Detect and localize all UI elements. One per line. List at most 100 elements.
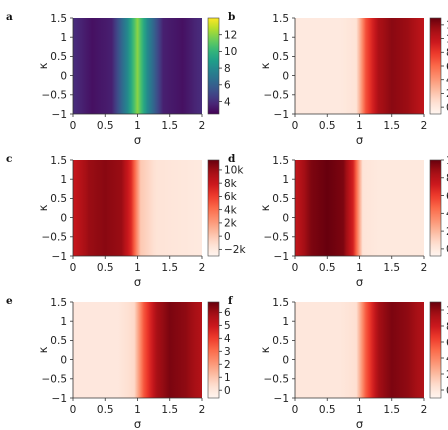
x-tick-label: 1 xyxy=(356,262,363,274)
x-tick-label: 0 xyxy=(70,404,77,416)
x-tick-label: 1.5 xyxy=(383,120,400,132)
colorbar-tick-label: 2k xyxy=(446,88,448,100)
y-tick-label: −0.5 xyxy=(42,374,68,386)
colorbar-tick-label: 8k xyxy=(446,47,448,59)
y-tick-label: −1 xyxy=(52,251,67,263)
colorbar-tick-label: 1 xyxy=(224,372,231,384)
x-tick-label: 0 xyxy=(292,262,299,274)
heatmap-c xyxy=(73,160,202,256)
y-tick-label: 0 xyxy=(60,212,67,224)
colorbar-tick-label: 6 xyxy=(224,80,231,92)
colorbar-tick-label: 2k xyxy=(224,218,238,230)
y-tick-label: 0.5 xyxy=(272,193,289,205)
x-axis-label: σ xyxy=(134,133,141,147)
x-tick-label: 0 xyxy=(70,120,77,132)
y-tick-label: −1 xyxy=(274,109,289,121)
y-tick-label: −1 xyxy=(274,393,289,405)
x-axis-label: σ xyxy=(356,417,363,430)
panel-label-c: c xyxy=(6,153,12,165)
colorbar-tick-label: 4k xyxy=(446,75,448,87)
y-tick-label: 1 xyxy=(60,32,67,44)
colorbar-tick-label: 4 xyxy=(224,96,231,108)
colorbar-tick-label: 400 xyxy=(446,353,448,365)
x-tick-label: 1.5 xyxy=(161,262,178,274)
colorbar-tick-label: 4k xyxy=(446,208,448,220)
y-tick-label: 1 xyxy=(282,174,289,186)
colorbar-tick-label: 2k xyxy=(446,226,448,238)
x-tick-label: 0.5 xyxy=(319,262,336,274)
colorbar-tick-label: 5 xyxy=(224,320,231,332)
heatmap-a xyxy=(73,18,202,114)
y-tick-label: 0 xyxy=(282,70,289,82)
y-tick-label: 0.5 xyxy=(50,335,67,347)
x-tick-label: 1 xyxy=(356,404,363,416)
y-tick-label: 0 xyxy=(282,354,289,366)
y-tick-label: 0.5 xyxy=(272,335,289,347)
x-tick-label: 1.5 xyxy=(383,404,400,416)
colorbar-tick-label: −2k xyxy=(224,244,246,256)
panel-f: f 0 0.5 1 1.5 2 −1 −0.5 0 0.5 1 1.5 σ κ 0 200 400 600 800 1… xyxy=(228,295,448,430)
colorbar-tick-label: 0 xyxy=(224,385,231,397)
y-tick-label: 0.5 xyxy=(50,193,67,205)
y-tick-label: 1.5 xyxy=(50,155,67,167)
x-axis-label: σ xyxy=(356,275,363,289)
y-tick-label: −0.5 xyxy=(264,90,290,102)
x-tick-label: 0.5 xyxy=(97,120,114,132)
y-tick-label: 0 xyxy=(282,212,289,224)
y-tick-label: −0.5 xyxy=(264,232,290,244)
x-tick-label: 1 xyxy=(356,120,363,132)
colorbar-tick-label: 1000 xyxy=(446,305,448,317)
colorbar-tick-label: 8 xyxy=(224,63,231,75)
x-tick-label: 0 xyxy=(292,404,299,416)
y-tick-label: −1 xyxy=(52,109,67,121)
y-tick-label: 0.5 xyxy=(50,51,67,63)
colorbar-tick-label: 10 xyxy=(224,46,237,58)
x-tick-label: 0.5 xyxy=(319,120,336,132)
colorbar-tick-label: 0 xyxy=(224,231,231,243)
colorbar-tick-label: 6 xyxy=(224,307,231,319)
y-axis-label: κ xyxy=(36,204,50,211)
colorbar-tick-label: 6k xyxy=(224,191,238,203)
x-tick-label: 0 xyxy=(70,262,77,274)
x-tick-label: 2 xyxy=(421,262,428,274)
colorbar-tick-label: 8k xyxy=(224,178,238,190)
panel-c: c0 0.5 1 1.5 2−1−0.500.511.5σκ−2k02k4k6k8k10… xyxy=(6,153,246,289)
colorbar-b xyxy=(429,17,442,115)
colorbar-tick-label: 600 xyxy=(446,337,448,349)
x-tick-label: 1.5 xyxy=(161,404,178,416)
y-tick-label: 1.5 xyxy=(272,13,289,25)
y-tick-label: −0.5 xyxy=(264,374,290,386)
heatmap-d xyxy=(295,160,424,256)
x-tick-label: 2 xyxy=(199,262,206,274)
x-axis-label: σ xyxy=(134,275,141,289)
y-tick-label: 1.5 xyxy=(272,297,289,309)
y-tick-label: 1.5 xyxy=(50,13,67,25)
panel-label-a: a xyxy=(6,11,13,23)
colorbar-tick-label: 10k xyxy=(446,155,448,167)
x-tick-label: 2 xyxy=(421,404,428,416)
colorbar-tick-label: 6k xyxy=(446,190,448,202)
x-tick-label: 0.5 xyxy=(319,404,336,416)
y-axis-label: κ xyxy=(258,62,272,69)
colorbar-e xyxy=(207,301,220,399)
y-tick-label: 1 xyxy=(60,316,67,328)
x-tick-label: 1 xyxy=(134,120,141,132)
heatmap-e xyxy=(73,302,202,398)
panel-a: a 0 0.5 1 1.5 2 −1 −0.5 0 0.5 1 1.5 σ κ 4 6 8 10 12 xyxy=(6,11,237,147)
y-tick-label: 1 xyxy=(60,174,67,186)
y-tick-label: −0.5 xyxy=(42,232,68,244)
colorbar-tick-label: 0 xyxy=(446,102,448,114)
colorbar-tick-label: 12k xyxy=(446,20,448,32)
colorbar-f xyxy=(429,301,442,399)
y-tick-label: −1 xyxy=(52,393,67,405)
y-tick-label: 1 xyxy=(282,316,289,328)
y-tick-label: −0.5 xyxy=(42,90,68,102)
y-tick-label: 0.5 xyxy=(272,51,289,63)
colorbar-tick-label: 10k xyxy=(446,33,448,45)
colorbar-tick-label: 10k xyxy=(224,165,244,177)
colorbar-tick-label: 4 xyxy=(224,333,231,345)
colorbar-tick-label: 4k xyxy=(224,204,238,216)
